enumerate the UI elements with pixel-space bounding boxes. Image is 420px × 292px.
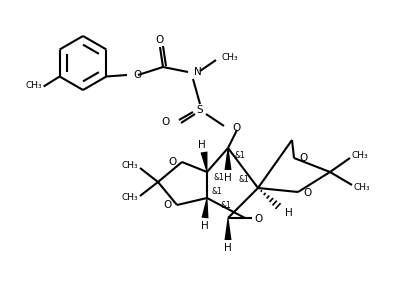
Text: O: O [164,200,172,210]
Text: &1: &1 [212,187,222,197]
Text: S: S [197,105,203,115]
Text: &1: &1 [214,173,224,182]
Text: &1: &1 [235,152,245,161]
Text: CH₃: CH₃ [121,161,138,171]
Text: H: H [201,221,209,231]
Text: O: O [254,214,262,224]
Text: H: H [224,173,232,183]
Polygon shape [225,218,231,240]
Text: O: O [232,123,240,133]
Text: &1: &1 [220,201,231,211]
Text: CH₃: CH₃ [26,81,42,90]
Text: N: N [194,67,202,77]
Polygon shape [200,152,207,172]
Text: O: O [299,153,307,163]
Text: O: O [133,70,141,80]
Text: O: O [169,157,177,167]
Text: H: H [285,208,293,218]
Polygon shape [202,198,208,218]
Text: CH₃: CH₃ [352,152,369,161]
Text: CH₃: CH₃ [222,53,239,62]
Polygon shape [225,148,231,170]
Text: CH₃: CH₃ [354,182,370,192]
Text: O: O [162,117,170,127]
Text: CH₃: CH₃ [121,194,138,202]
Text: H: H [198,140,206,150]
Text: H: H [224,243,232,253]
Text: &1: &1 [239,175,249,185]
Text: O: O [156,35,164,45]
Text: O: O [303,188,311,198]
